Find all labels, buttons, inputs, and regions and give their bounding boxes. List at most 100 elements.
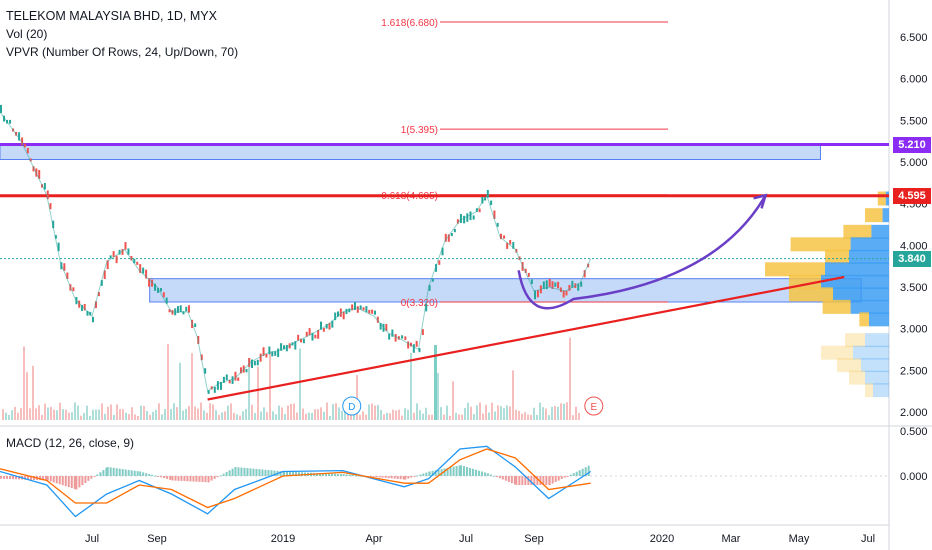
price-candle xyxy=(145,269,148,279)
macd-histogram-bar xyxy=(524,476,527,485)
price-tick-label: 4.000 xyxy=(900,240,928,252)
macd-tick-label: 0.500 xyxy=(900,426,928,438)
volume-bar xyxy=(149,414,151,420)
price-candle xyxy=(151,279,154,287)
volume-profile-down-bar xyxy=(825,262,889,277)
volume-bar xyxy=(512,370,514,420)
macd-histogram-bar xyxy=(443,468,446,476)
price-candle xyxy=(204,368,207,374)
macd-histogram-bar xyxy=(551,476,554,484)
volume-bar xyxy=(221,412,223,420)
price-candle xyxy=(368,309,371,314)
macd-histogram-bar xyxy=(495,476,498,477)
volume-bar xyxy=(128,414,130,420)
volume-bar xyxy=(104,413,106,420)
volume-bar xyxy=(389,413,391,420)
volume-bar xyxy=(575,406,577,420)
price-candle xyxy=(148,278,151,287)
volume-bar xyxy=(98,409,100,420)
price-candle xyxy=(401,335,404,339)
macd-histogram-bar xyxy=(213,476,216,479)
macd-histogram-bar xyxy=(118,468,121,476)
volume-bar xyxy=(416,403,418,420)
macd-histogram-bar xyxy=(501,476,504,480)
volume-bar xyxy=(197,408,199,420)
price-candle xyxy=(545,280,548,290)
macd-histogram-bar xyxy=(189,476,192,482)
price-candle xyxy=(469,211,472,221)
price-candle xyxy=(139,264,142,273)
price-candle xyxy=(351,304,354,311)
macd-indicator-label[interactable]: MACD (12, 26, close, 9) xyxy=(6,436,135,450)
volume-bar xyxy=(218,414,220,420)
price-candle xyxy=(388,333,391,340)
macd-histogram-bar xyxy=(404,476,407,480)
price-tag-3: 3.840 xyxy=(893,250,931,267)
price-candle xyxy=(456,219,459,224)
volume-bar xyxy=(386,412,388,420)
price-candle xyxy=(554,282,557,287)
macd-histogram-bar xyxy=(428,471,431,476)
volume-bar xyxy=(488,412,490,420)
volume-profile-up-bar xyxy=(822,299,851,314)
volume-bar xyxy=(203,410,205,420)
macd-histogram-bar xyxy=(96,474,99,476)
volume-bar xyxy=(371,403,373,420)
price-candle xyxy=(496,222,499,227)
macd-histogram-bar xyxy=(480,471,483,476)
volume-bar xyxy=(509,406,511,420)
volume-bar xyxy=(470,406,472,420)
volume-bar xyxy=(506,405,508,420)
macd-histogram-bar xyxy=(142,472,145,476)
macd-histogram-bar xyxy=(539,476,542,485)
macd-histogram-bar xyxy=(33,476,35,480)
volume-bar xyxy=(47,407,49,420)
price-candle xyxy=(500,233,502,240)
macd-histogram-bar xyxy=(384,476,387,478)
price-tick-label: 2.000 xyxy=(900,407,928,419)
macd-histogram-bar xyxy=(468,467,471,476)
price-candle xyxy=(359,305,362,310)
volume-bar xyxy=(560,403,562,420)
volume-bar xyxy=(302,408,304,420)
projection-curve xyxy=(517,194,767,310)
price-candle xyxy=(317,329,320,339)
volume-bar xyxy=(350,414,352,420)
macd-histogram-bar xyxy=(369,476,372,477)
macd-histogram-bar xyxy=(437,469,440,476)
macd-histogram-bar xyxy=(431,470,434,476)
vpvr-indicator-label[interactable]: VPVR (Number Of Rows, 24, Up/Down, 70) xyxy=(6,45,239,59)
macd-histogram-bar xyxy=(407,476,410,479)
price-candle xyxy=(26,147,29,154)
macd-histogram-bar xyxy=(416,475,419,477)
macd-histogram-bar xyxy=(237,467,240,476)
volume-bar xyxy=(50,406,52,420)
volume-profile-up-bar xyxy=(765,262,825,277)
volume-bar xyxy=(272,411,274,420)
volume-bar xyxy=(455,412,457,420)
macd-histogram-bar xyxy=(49,476,52,482)
price-candle xyxy=(431,278,434,282)
volume-profile-down-bar xyxy=(869,312,889,327)
fib-level-label: 1.618(6.680) xyxy=(381,18,438,29)
macd-histogram-bar xyxy=(246,468,249,476)
macd-histogram-bar xyxy=(70,476,73,489)
volume-profile-up-bar xyxy=(843,224,872,239)
price-candle xyxy=(256,359,259,366)
macd-histogram-bar xyxy=(231,468,234,476)
volume-bar xyxy=(578,413,580,420)
price-candle xyxy=(231,376,234,384)
macd-histogram-bar xyxy=(498,476,501,479)
volume-indicator-label[interactable]: Vol (20) xyxy=(6,27,48,41)
price-candle xyxy=(300,338,303,343)
price-candle xyxy=(54,235,57,239)
price-candle xyxy=(285,344,288,352)
volume-bar xyxy=(26,372,28,420)
macd-histogram-bar xyxy=(12,476,14,480)
price-candle xyxy=(353,302,356,311)
macd-histogram-bar xyxy=(270,470,273,476)
price-candle xyxy=(262,347,265,356)
price-candle xyxy=(486,190,489,198)
volume-profile-down-bar xyxy=(849,249,889,264)
